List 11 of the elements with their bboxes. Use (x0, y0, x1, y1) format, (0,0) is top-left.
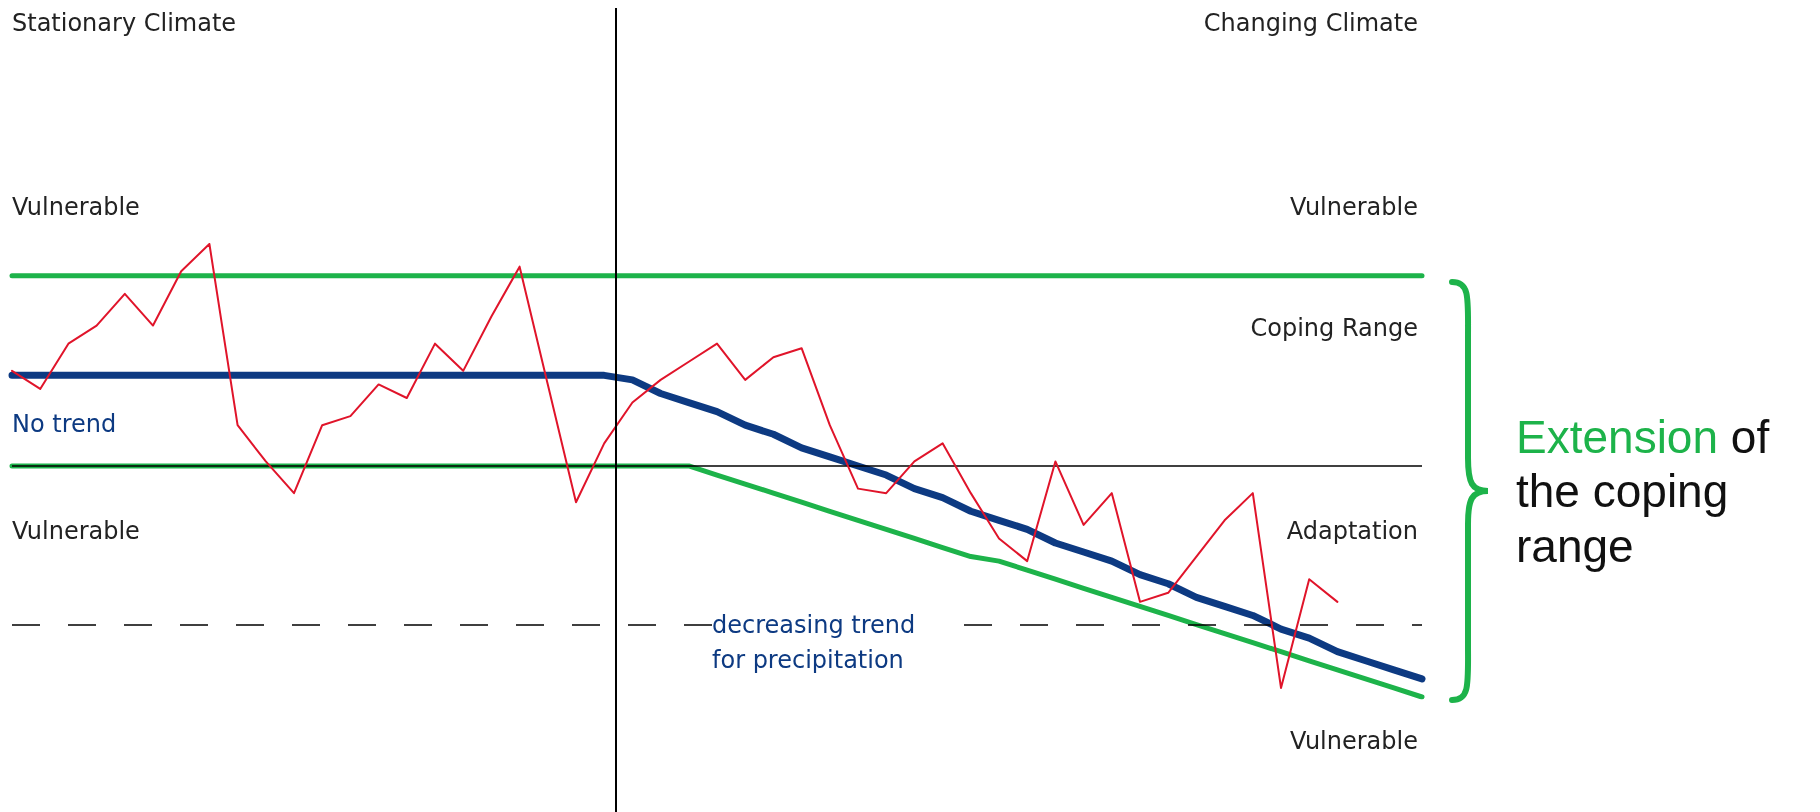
text: Vulnerable (12, 192, 140, 223)
annotation: Coping Range (1250, 313, 1418, 344)
annotation: Adaptation (1286, 516, 1418, 547)
text: Vulnerable (1290, 192, 1418, 223)
annotation: Vulnerable (12, 516, 140, 547)
text: Stationary Climate (12, 8, 237, 39)
text: Vulnerable (1290, 726, 1418, 757)
text: Changing Climate (1203, 8, 1418, 39)
annotation: No trend (12, 409, 117, 440)
annotation: decreasing trend for precipitation (712, 608, 946, 678)
text: Extension of the coping range (1516, 410, 1770, 573)
